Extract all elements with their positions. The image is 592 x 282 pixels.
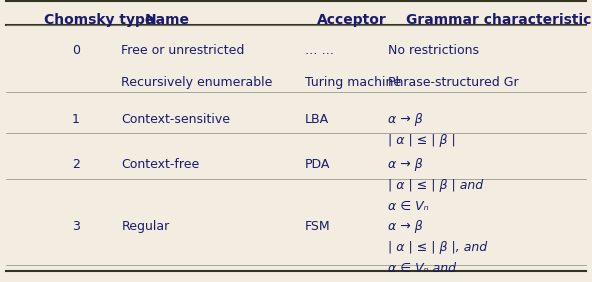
Text: 2: 2 [72, 158, 80, 171]
Text: Chomsky type: Chomsky type [44, 13, 155, 27]
Text: 3: 3 [72, 220, 80, 233]
Text: Free or unrestricted: Free or unrestricted [121, 44, 244, 57]
Text: α → β: α → β [388, 220, 423, 233]
Text: | α | ≤ | β |, and: | α | ≤ | β |, and [388, 241, 487, 254]
Bar [0, 0, 592, 25]
Text: PDA: PDA [305, 158, 330, 171]
Text: Turing machine: Turing machine [305, 76, 401, 89]
Text: α → β: α → β [388, 113, 423, 126]
Text: Context-sensitive: Context-sensitive [121, 113, 230, 126]
Text: Name: Name [145, 13, 190, 27]
Text: 0: 0 [72, 44, 80, 57]
Text: Regular: Regular [121, 220, 170, 233]
Text: Context-free: Context-free [121, 158, 200, 171]
Text: | α | ≤ | β | and: | α | ≤ | β | and [388, 179, 483, 192]
Text: | α | ≤ | β |: | α | ≤ | β | [388, 134, 455, 147]
Text: 1: 1 [72, 113, 80, 126]
Text: Recursively enumerable: Recursively enumerable [121, 76, 273, 89]
Text: … …: … … [305, 44, 334, 57]
Text: FSM: FSM [305, 220, 330, 233]
Text: Acceptor: Acceptor [317, 13, 387, 27]
Text: LBA: LBA [305, 113, 329, 126]
Text: No restrictions: No restrictions [388, 44, 479, 57]
Text: α → β: α → β [388, 158, 423, 171]
Text: Phrase-structured Gr: Phrase-structured Gr [388, 76, 519, 89]
Text: α ∈ Vₙ: α ∈ Vₙ [388, 200, 429, 213]
Text: α ∈ Vₙ and: α ∈ Vₙ and [388, 262, 456, 275]
Text: Grammar characteristics: Grammar characteristics [406, 13, 592, 27]
